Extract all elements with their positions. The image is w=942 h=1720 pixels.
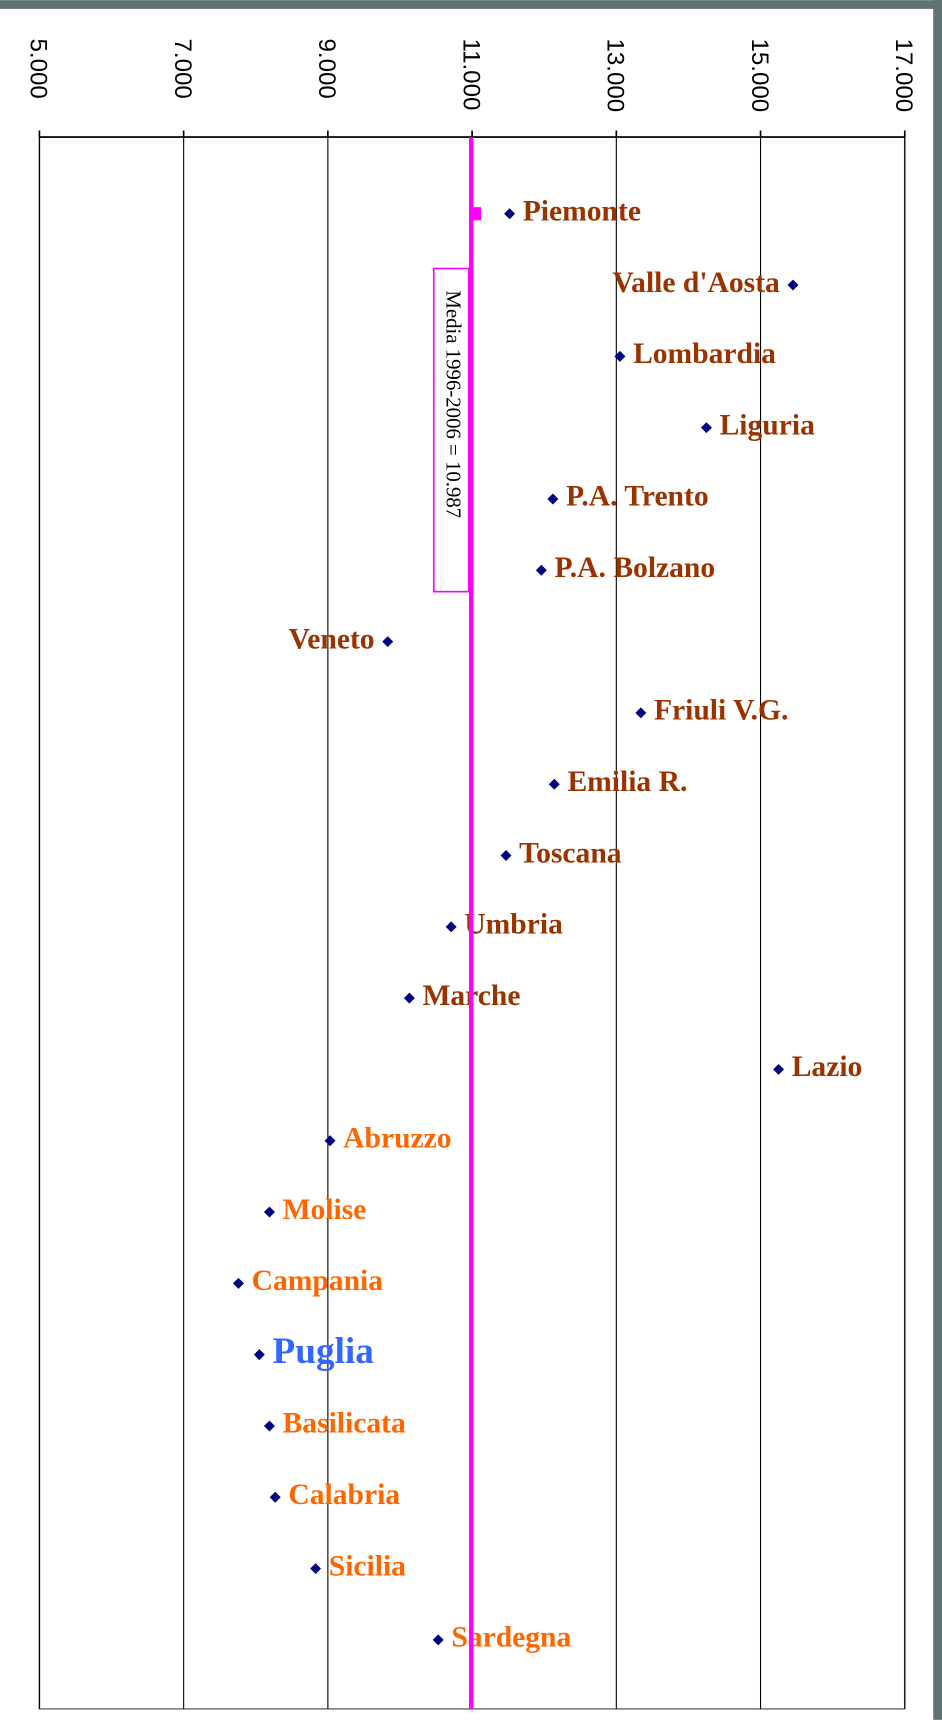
mean-marker <box>470 207 482 221</box>
x-tick-label: 5.000 <box>25 38 52 98</box>
point-label: Lazio <box>792 1051 863 1083</box>
point <box>500 850 512 861</box>
point <box>269 1491 281 1503</box>
point-label: Basilicata <box>283 1408 406 1440</box>
point-label: Friuli V.G. <box>654 695 788 727</box>
x-tick-label: 9.000 <box>313 38 340 98</box>
frame-right <box>933 0 942 1720</box>
point <box>310 1563 322 1575</box>
point-label: Molise <box>283 1194 367 1226</box>
point-label: Lombardia <box>633 338 776 370</box>
point-label: Puglia <box>273 1331 375 1372</box>
point <box>403 992 415 1004</box>
point <box>547 493 559 505</box>
point-label: Abruzzo <box>343 1123 451 1155</box>
point-label: Veneto <box>289 623 375 655</box>
x-tick-label: 15.000 <box>746 38 773 112</box>
point <box>504 208 516 220</box>
point-label: Emilia R. <box>567 766 687 798</box>
point-label: Calabria <box>288 1479 400 1511</box>
point <box>432 1634 444 1646</box>
point-label: Toscana <box>519 837 622 869</box>
x-tick-label: 13.000 <box>602 38 629 112</box>
point-label: Sicilia <box>329 1550 406 1582</box>
point-label: Umbria <box>464 909 563 941</box>
frame-top <box>0 0 942 9</box>
point-label: P.A. Trento <box>566 481 709 513</box>
point <box>787 279 799 291</box>
point-label: Piemonte <box>523 196 641 228</box>
mean-label: Media 1996-2006 = 10.987 <box>442 290 466 518</box>
point-label: Valle d'Aosta <box>613 267 780 299</box>
mean-label-box <box>432 267 470 593</box>
point-label: P.A. Bolzano <box>554 552 715 584</box>
point <box>324 1135 336 1147</box>
x-tick-label: 17.000 <box>890 38 917 112</box>
point <box>232 1277 244 1289</box>
point <box>263 1420 275 1432</box>
point-label: Campania <box>252 1265 384 1297</box>
point-label: Liguria <box>720 409 815 441</box>
x-tick-label: 7.000 <box>169 38 196 98</box>
x-tick-label: 11.000 <box>457 38 484 110</box>
point <box>263 1206 275 1218</box>
point <box>253 1349 265 1361</box>
